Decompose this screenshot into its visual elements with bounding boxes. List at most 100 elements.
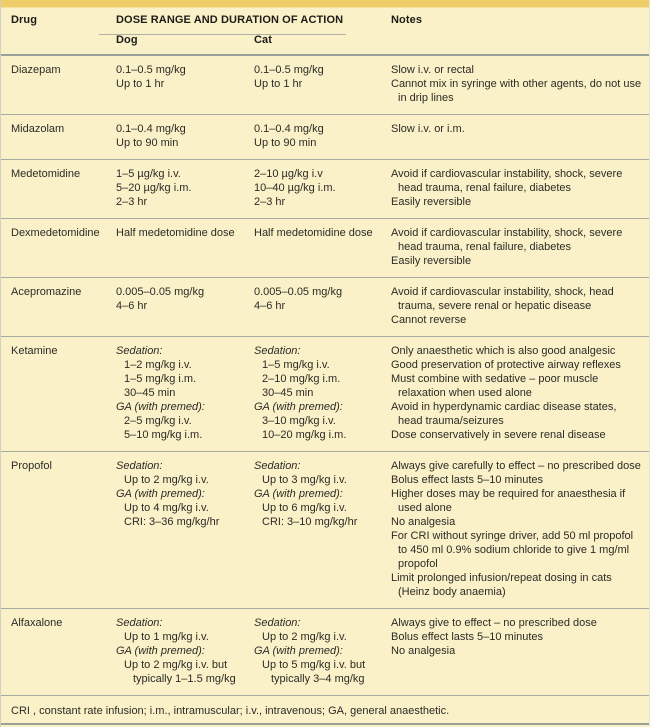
dose-cell-dog: 0.005–0.05 mg/kg 4–6 hr bbox=[116, 285, 254, 327]
dose-line: 0.005–0.05 mg/kg bbox=[254, 286, 343, 298]
note-line: Cannot mix in syringe with other agents,… bbox=[391, 78, 642, 104]
drug-name: Midazolam bbox=[11, 123, 65, 135]
dose-line: 5–10 mg/kg i.m. bbox=[124, 429, 203, 441]
dose-cell-cat: 0.1–0.5 mg/kg Up to 1 hr bbox=[254, 63, 391, 105]
dose-line: 4–6 hr bbox=[116, 300, 148, 312]
header-row-species: Dog Cat bbox=[1, 34, 649, 54]
dose-cell-dog: Sedation: Up to 2 mg/kg i.v. GA (with prem… bbox=[116, 459, 254, 599]
dose-line: 1–5 mg/kg i.v. bbox=[262, 359, 330, 371]
column-header-dose-range: DOSE RANGE AND DURATION OF ACTION bbox=[116, 14, 344, 26]
notes-cell: Avoid if cardiovascular instability, sho… bbox=[391, 285, 649, 327]
note-line: Limit prolonged infusion/repeat dosing i… bbox=[391, 572, 612, 598]
note-line: Cannot reverse bbox=[391, 314, 467, 326]
dose-cell-dog: Sedation: Up to 1 mg/kg i.v. GA (with prem… bbox=[116, 616, 254, 686]
note-line: No analgesia bbox=[391, 516, 456, 528]
note-line: Always give carefully to effect – no pre… bbox=[391, 460, 641, 472]
dose-line: Sedation: bbox=[254, 617, 301, 629]
dose-line: Up to 6 mg/kg i.v. bbox=[262, 502, 347, 514]
drug-name: Ketamine bbox=[11, 345, 58, 357]
table-row: Medetomidine 1–5 µg/kg i.v. 5–20 µg/kg i.m… bbox=[1, 159, 649, 218]
header-row-main: Drug DOSE RANGE AND DURATION OF ACTION N… bbox=[1, 8, 649, 26]
table-body: Diazepam 0.1–0.5 mg/kg Up to 1 hr 0.1–0.5 m… bbox=[1, 56, 649, 695]
dose-line: GA (with premed): bbox=[254, 645, 343, 657]
notes-cell: Only anaesthetic which is also good anal… bbox=[391, 344, 649, 442]
dose-cell-cat: Sedation: Up to 3 mg/kg i.v. GA (with prem… bbox=[254, 459, 391, 599]
drug-name: Alfaxalone bbox=[11, 617, 63, 629]
dose-cell-cat: Half medetomidine dose bbox=[254, 226, 391, 268]
dose-cell-cat: 0.1–0.4 mg/kg Up to 90 min bbox=[254, 122, 391, 150]
dose-line: GA (with premed): bbox=[116, 645, 205, 657]
dose-line: Up to 1 hr bbox=[254, 78, 303, 90]
note-line: Bolus effect lasts 5–10 minutes bbox=[391, 631, 544, 643]
notes-cell: Slow i.v. or rectal Cannot mix in syringe… bbox=[391, 63, 649, 105]
drug-name: Medetomidine bbox=[11, 168, 81, 180]
dose-line: 0.1–0.5 mg/kg bbox=[116, 64, 186, 76]
dose-line: Sedation: bbox=[254, 460, 301, 472]
dose-line: GA (with premed): bbox=[116, 488, 205, 500]
dose-line: 5–20 µg/kg i.m. bbox=[116, 182, 192, 194]
dose-cell-cat: Sedation: 1–5 mg/kg i.v. 2–10 mg/kg i.m. 30… bbox=[254, 344, 391, 442]
table-row: Dexmedetomidine Half medetomidine dose Hal… bbox=[1, 218, 649, 277]
dose-line: 2–10 mg/kg i.m. bbox=[262, 373, 341, 385]
dose-line: GA (with premed): bbox=[116, 401, 205, 413]
note-line: Easily reversible bbox=[391, 255, 472, 267]
table-row: Diazepam 0.1–0.5 mg/kg Up to 1 hr 0.1–0.5 m… bbox=[1, 56, 649, 114]
notes-cell: Always give carefully to effect – no pre… bbox=[391, 459, 649, 599]
dose-line: Half medetomidine dose bbox=[116, 227, 235, 239]
dose-line: 0.1–0.4 mg/kg bbox=[116, 123, 186, 135]
dose-line: Up to 2 mg/kg i.v. but bbox=[124, 659, 228, 671]
dose-line: Up to 90 min bbox=[116, 137, 179, 149]
dose-range-underline bbox=[99, 34, 346, 35]
table-header: Drug DOSE RANGE AND DURATION OF ACTION N… bbox=[1, 8, 649, 56]
table-row: Alfaxalone Sedation: Up to 1 mg/kg i.v. GA … bbox=[1, 608, 649, 695]
column-header-drug: Drug bbox=[11, 14, 38, 26]
dose-line: Up to 3 mg/kg i.v. bbox=[262, 474, 347, 486]
dose-cell-dog: 0.1–0.4 mg/kg Up to 90 min bbox=[116, 122, 254, 150]
dose-line: 2–5 mg/kg i.v. bbox=[124, 415, 192, 427]
note-line: Avoid if cardiovascular instability, sho… bbox=[391, 286, 614, 312]
note-line: Good preservation of protective airway r… bbox=[391, 359, 621, 371]
dose-cell-dog: Sedation: 1–2 mg/kg i.v. 1–5 mg/kg i.m. 30–… bbox=[116, 344, 254, 442]
dose-line: 0.1–0.5 mg/kg bbox=[254, 64, 324, 76]
dose-line: 10–40 µg/kg i.m. bbox=[254, 182, 336, 194]
dose-cell-dog: 0.1–0.5 mg/kg Up to 1 hr bbox=[116, 63, 254, 105]
dose-line: 2–10 µg/kg i.v bbox=[254, 168, 323, 180]
dose-line: GA (with premed): bbox=[254, 401, 343, 413]
dose-line: typically 3–4 mg/kg bbox=[271, 673, 365, 685]
table-footnote: CRI , constant rate infusion; i.m., intr… bbox=[1, 695, 649, 725]
note-line: Higher doses may be required for anaesth… bbox=[391, 488, 626, 514]
dose-line: Sedation: bbox=[116, 460, 163, 472]
dose-cell-cat: Sedation: Up to 2 mg/kg i.v. GA (with prem… bbox=[254, 616, 391, 686]
note-line: No analgesia bbox=[391, 645, 456, 657]
dose-line: 1–2 mg/kg i.v. bbox=[124, 359, 192, 371]
dose-line: CRI: 3–10 mg/kg/hr bbox=[262, 516, 358, 528]
dose-line: GA (with premed): bbox=[254, 488, 343, 500]
table-row: Midazolam 0.1–0.4 mg/kg Up to 90 min 0.1–0.… bbox=[1, 114, 649, 159]
note-line: Avoid in hyperdynamic cardiac disease st… bbox=[391, 401, 617, 427]
dose-cell-cat: 0.005–0.05 mg/kg 4–6 hr bbox=[254, 285, 391, 327]
note-line: Always give to effect – no prescribed do… bbox=[391, 617, 597, 629]
dose-line: Sedation: bbox=[116, 345, 163, 357]
table-top-band bbox=[1, 0, 649, 8]
dose-line: 30–45 min bbox=[124, 387, 176, 399]
notes-cell: Avoid if cardiovascular instability, sho… bbox=[391, 167, 649, 209]
dose-line: Up to 90 min bbox=[254, 137, 317, 149]
dose-line: Up to 5 mg/kg i.v. but bbox=[262, 659, 366, 671]
note-line: Slow i.v. or i.m. bbox=[391, 123, 465, 135]
note-line: Avoid if cardiovascular instability, sho… bbox=[391, 168, 623, 194]
dose-line: Half medetomidine dose bbox=[254, 227, 373, 239]
dose-line: Up to 1 hr bbox=[116, 78, 165, 90]
dose-line: 2–3 hr bbox=[254, 196, 286, 208]
note-line: Avoid if cardiovascular instability, sho… bbox=[391, 227, 623, 253]
dose-cell-dog: 1–5 µg/kg i.v. 5–20 µg/kg i.m. 2–3 hr bbox=[116, 167, 254, 209]
column-header-cat: Cat bbox=[254, 34, 273, 46]
dose-line: 2–3 hr bbox=[116, 196, 148, 208]
dose-line: Up to 1 mg/kg i.v. bbox=[124, 631, 209, 643]
dose-line: 4–6 hr bbox=[254, 300, 286, 312]
dose-line: 0.005–0.05 mg/kg bbox=[116, 286, 205, 298]
note-line: Bolus effect lasts 5–10 minutes bbox=[391, 474, 544, 486]
drug-name: Dexmedetomidine bbox=[11, 227, 100, 239]
dose-cell-cat: 2–10 µg/kg i.v 10–40 µg/kg i.m. 2–3 hr bbox=[254, 167, 391, 209]
notes-cell: Slow i.v. or i.m. bbox=[391, 122, 649, 150]
notes-cell: Avoid if cardiovascular instability, sho… bbox=[391, 226, 649, 268]
